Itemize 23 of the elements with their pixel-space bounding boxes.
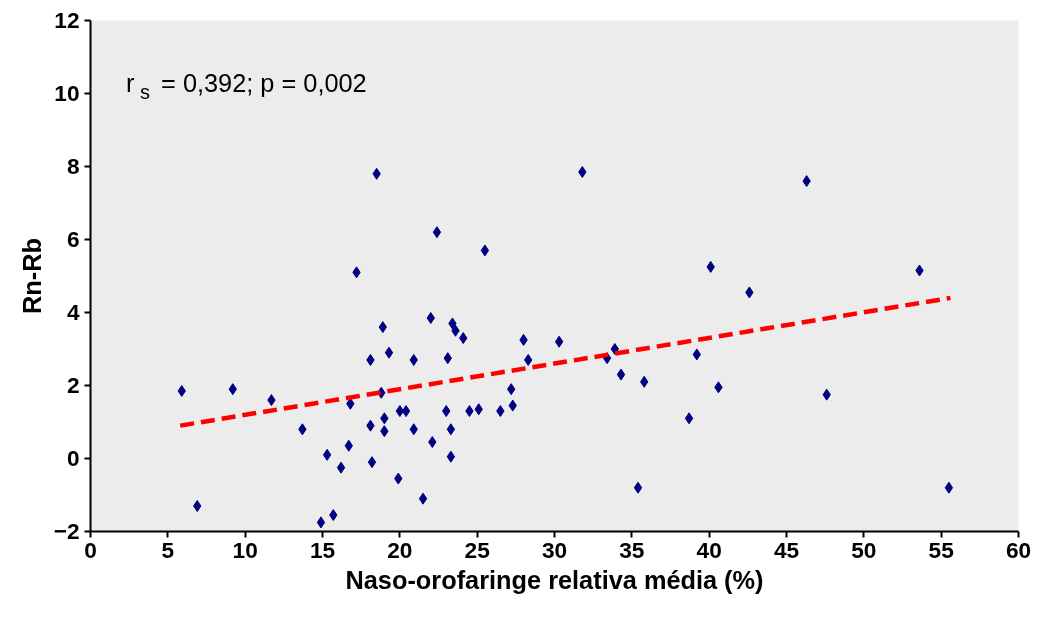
x-axis-title: Naso-orofaringe relativa média (%) [345, 565, 764, 594]
x-tick-label: 35 [619, 536, 645, 563]
x-tick-label: 45 [773, 536, 800, 563]
x-tick-label: 10 [232, 536, 258, 563]
y-tick-label: 10 [54, 80, 80, 106]
x-tick-label: 50 [851, 536, 877, 563]
x-tick-label: 55 [928, 536, 954, 563]
x-tick-label: 60 [1005, 536, 1032, 563]
y-tick-label: 2 [66, 372, 80, 398]
y-tick-label: 6 [66, 226, 80, 252]
x-tick-label: 30 [541, 536, 568, 563]
x-tick-label: 20 [387, 536, 413, 563]
y-tick-label: 4 [66, 299, 80, 325]
y-tick-label: 12 [54, 7, 80, 33]
x-tick-label: 15 [309, 536, 336, 563]
x-tick-label: 0 [84, 536, 97, 563]
x-tick-label: 40 [696, 536, 722, 563]
y-tick-label: 0 [66, 445, 80, 471]
y-tick-label: 8 [66, 153, 80, 179]
x-tick-label: 5 [161, 536, 175, 563]
y-tick-label: −2 [53, 518, 80, 544]
x-tick-label: 25 [464, 536, 490, 563]
y-axis-title: Rn-Rb [17, 238, 46, 314]
